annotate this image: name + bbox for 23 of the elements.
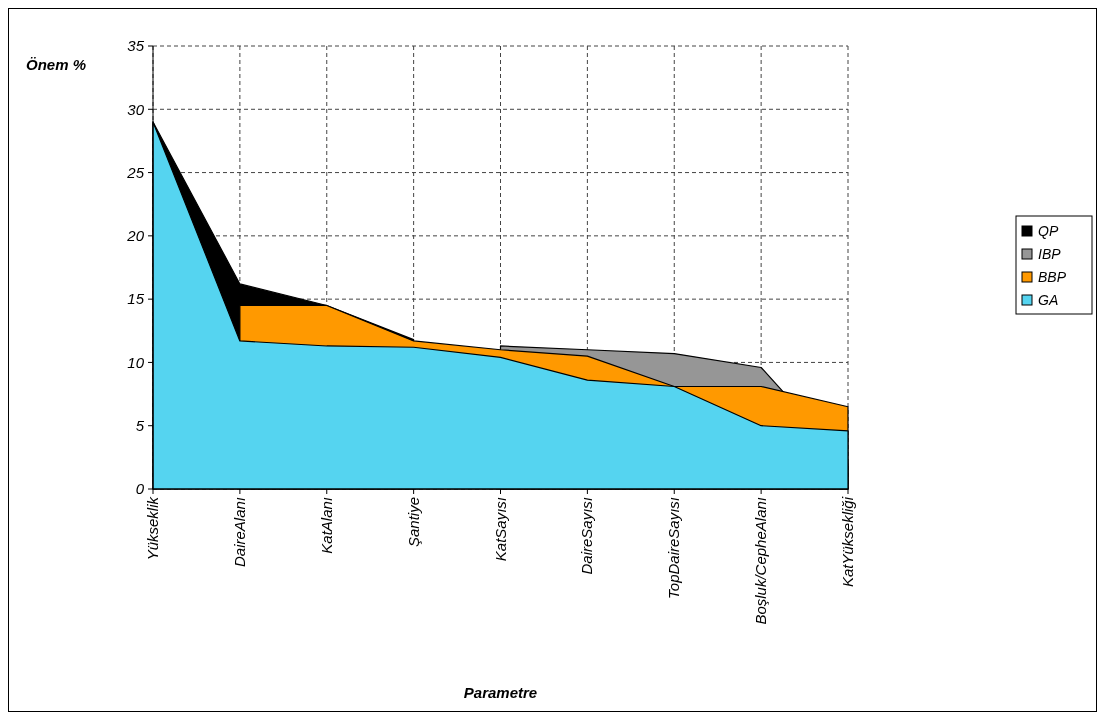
x-tick-label: Boşluk/CepheAlanı — [752, 497, 770, 625]
x-tick-label: Şantiye — [404, 497, 422, 548]
x-tick-label: KatAlanı — [317, 497, 335, 554]
x-tick-label: DaireSayısı — [578, 497, 596, 575]
y-axis-title: Önem % — [26, 56, 87, 73]
y-tick-label: 15 — [127, 290, 145, 308]
legend-label: QP — [1038, 222, 1059, 239]
y-tick-label: 30 — [127, 100, 145, 118]
y-tick-label: 5 — [135, 416, 145, 434]
y-tick-label: 25 — [126, 163, 145, 181]
legend-label: GA — [1038, 291, 1059, 308]
y-tick-label: 35 — [127, 37, 145, 55]
legend-label: BBP — [1038, 268, 1067, 285]
x-tick-label: TopDaireSayısı — [665, 497, 683, 599]
x-tick-label: DaireAlanı — [230, 497, 248, 568]
y-tick-label: 20 — [126, 227, 145, 245]
y-tick-label: 10 — [127, 353, 145, 371]
x-tick-label: Yükseklik — [144, 495, 161, 561]
legend-label: IBP — [1038, 245, 1062, 262]
y-tick-label: 0 — [135, 480, 145, 498]
x-tick-label: KatYüksekliği — [839, 496, 856, 588]
x-tick-label: KatSayısı — [491, 497, 509, 562]
x-axis-title: Parametre — [463, 684, 538, 701]
